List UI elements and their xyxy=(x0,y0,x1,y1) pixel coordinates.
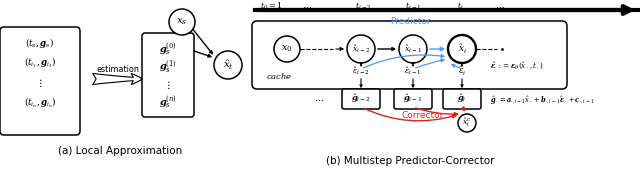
FancyBboxPatch shape xyxy=(394,89,432,109)
Text: $x_s$: $x_s$ xyxy=(177,17,188,27)
Text: $\hat{\boldsymbol{g}}_\cdot=\boldsymbol{a}_{\cdot,i-1}\hat{x}_\cdot+\boldsymbol{: $\hat{\boldsymbol{g}}_\cdot=\boldsymbol{… xyxy=(490,95,595,107)
FancyBboxPatch shape xyxy=(0,27,80,135)
Text: $\hat{\boldsymbol{g}}_i$: $\hat{\boldsymbol{g}}_i$ xyxy=(457,93,467,105)
Text: $\hat{x}_i^c$: $\hat{x}_i^c$ xyxy=(462,117,472,129)
Text: $\vdots$: $\vdots$ xyxy=(37,77,43,89)
FancyBboxPatch shape xyxy=(142,33,194,117)
FancyBboxPatch shape xyxy=(252,21,567,89)
Text: Corrector: Corrector xyxy=(402,111,444,119)
Text: $x_0$: $x_0$ xyxy=(282,44,292,54)
Text: $\cdots$: $\cdots$ xyxy=(495,1,505,11)
Text: $\hat{\boldsymbol{g}}_{i-1}$: $\hat{\boldsymbol{g}}_{i-1}$ xyxy=(403,93,423,105)
Text: $\cdots$: $\cdots$ xyxy=(499,94,509,104)
Text: $\hat{\epsilon}_{i}$: $\hat{\epsilon}_{i}$ xyxy=(458,64,466,78)
Text: $\hat{x}_{i-2}$: $\hat{x}_{i-2}$ xyxy=(352,43,370,55)
Circle shape xyxy=(214,51,242,79)
Text: $\boldsymbol{g}_s^{(0)}$: $\boldsymbol{g}_s^{(0)}$ xyxy=(159,41,177,57)
Circle shape xyxy=(274,36,300,62)
Circle shape xyxy=(458,114,476,132)
Text: $t_{i-2}$: $t_{i-2}$ xyxy=(355,0,371,12)
Text: $t_0=1$: $t_0=1$ xyxy=(260,0,283,12)
Text: $\boldsymbol{g}_s^{(1)}$: $\boldsymbol{g}_s^{(1)}$ xyxy=(159,59,177,75)
Text: $\mathit{cache}$: $\mathit{cache}$ xyxy=(266,71,292,81)
Circle shape xyxy=(399,35,427,63)
Text: (a) Local Approximation: (a) Local Approximation xyxy=(58,146,182,156)
Text: $\hat{\epsilon}_{i-2}$: $\hat{\epsilon}_{i-2}$ xyxy=(352,65,370,77)
Text: $\boldsymbol{g}_s^{(n)}$: $\boldsymbol{g}_s^{(n)}$ xyxy=(159,94,177,110)
Text: $\hat{x}_{i-1}$: $\hat{x}_{i-1}$ xyxy=(404,43,422,55)
Text: $\hat{x}_i$: $\hat{x}_i$ xyxy=(458,42,467,56)
Circle shape xyxy=(448,35,476,63)
Text: $\hat{\boldsymbol{g}}_{i-2}$: $\hat{\boldsymbol{g}}_{i-2}$ xyxy=(351,93,371,105)
Text: $t_i$: $t_i$ xyxy=(456,0,463,12)
Text: $(t_s, \boldsymbol{g}_s)$: $(t_s, \boldsymbol{g}_s)$ xyxy=(26,36,54,50)
Text: $\hat{x}_t$: $\hat{x}_t$ xyxy=(223,58,234,72)
Text: $\cdots$: $\cdots$ xyxy=(314,94,324,104)
Text: $t_{i-1}$: $t_{i-1}$ xyxy=(404,0,421,12)
Circle shape xyxy=(347,35,375,63)
Text: $(t_{i_n}, \boldsymbol{g}_{i_n})$: $(t_{i_n}, \boldsymbol{g}_{i_n})$ xyxy=(24,96,56,110)
FancyBboxPatch shape xyxy=(443,89,481,109)
Text: $\cdots$: $\cdots$ xyxy=(302,1,312,11)
Text: $(t_{i_1}, \boldsymbol{g}_{i_1})$: $(t_{i_1}, \boldsymbol{g}_{i_1})$ xyxy=(24,56,56,70)
Text: $\hat{\boldsymbol{\epsilon}}_{\cdot}:=\boldsymbol{\epsilon}_\theta(\hat{x}_\cdot: $\hat{\boldsymbol{\epsilon}}_{\cdot}:=\b… xyxy=(490,61,544,71)
Text: $\vdots$: $\vdots$ xyxy=(165,79,171,91)
Circle shape xyxy=(169,9,195,35)
FancyBboxPatch shape xyxy=(342,89,380,109)
Text: $\hat{\epsilon}_{i-1}$: $\hat{\epsilon}_{i-1}$ xyxy=(404,65,422,77)
Text: Predictor: Predictor xyxy=(390,18,430,27)
Text: (b) Multistep Predictor-Corrector: (b) Multistep Predictor-Corrector xyxy=(326,156,494,166)
Text: estimation: estimation xyxy=(97,65,140,74)
